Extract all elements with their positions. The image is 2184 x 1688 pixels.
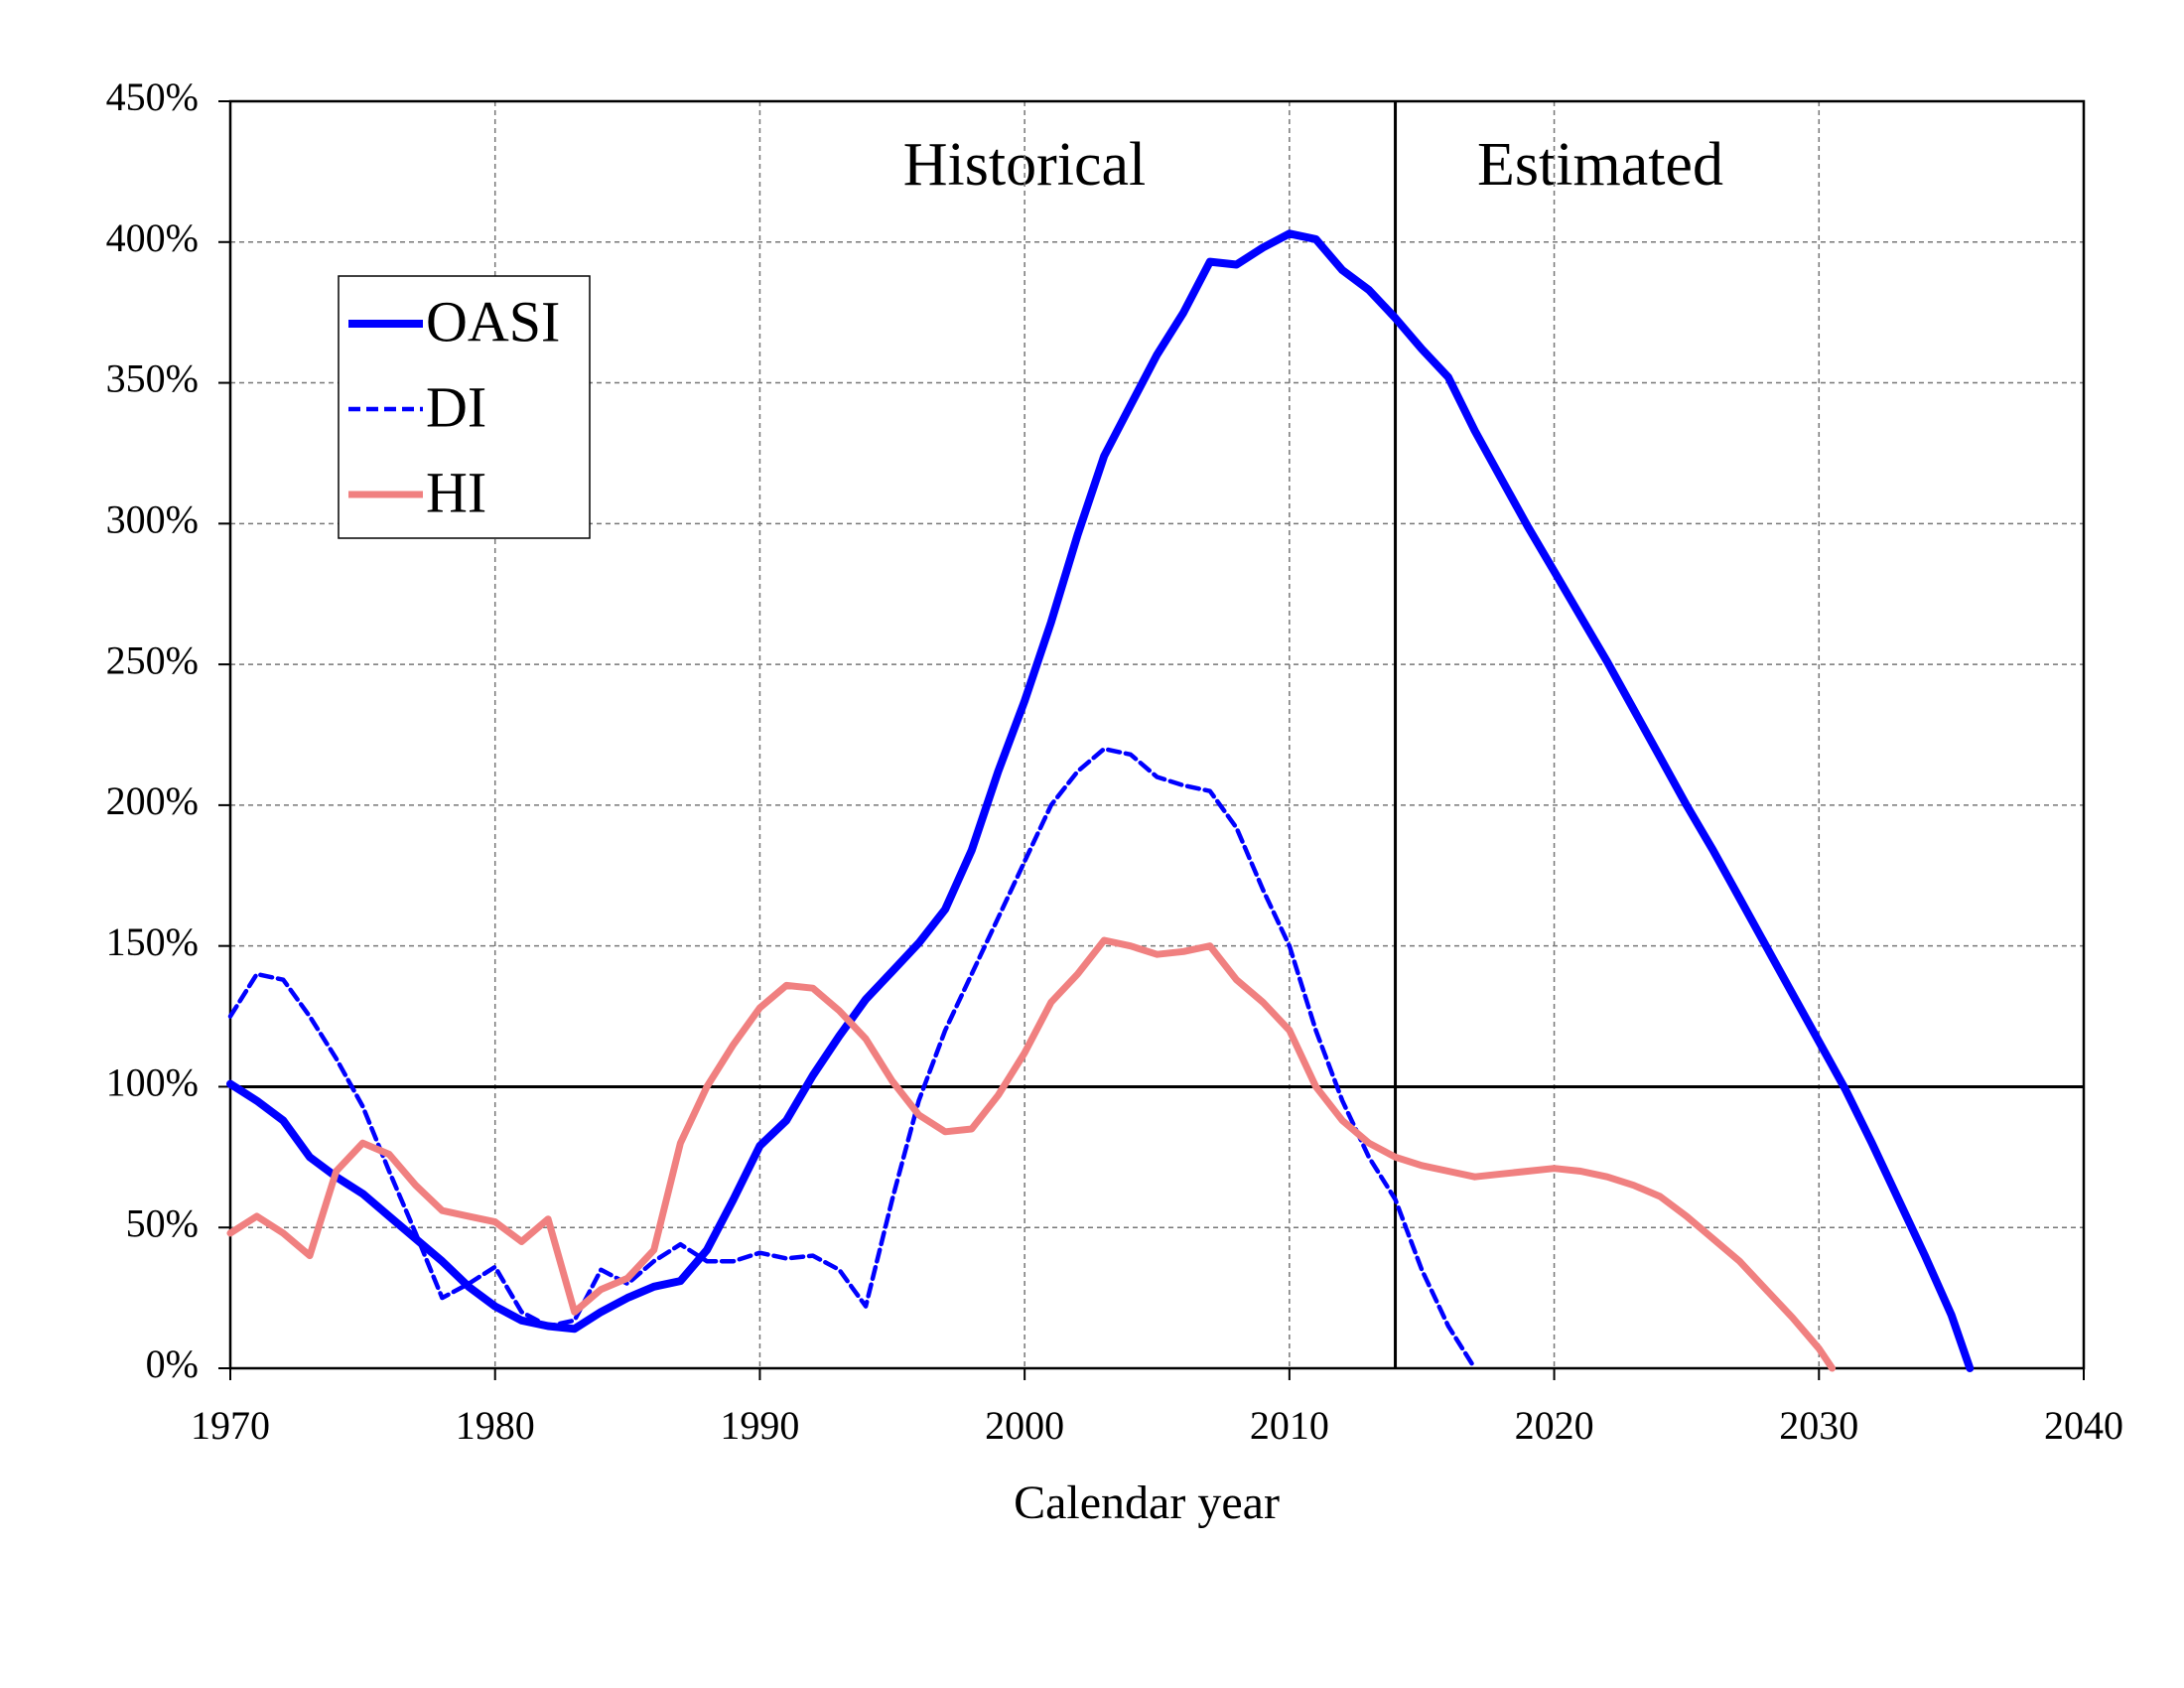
y-tick-label: 250% — [106, 637, 199, 682]
y-tick-label: 50% — [126, 1200, 199, 1245]
x-tick-label: 2030 — [1779, 1403, 1858, 1448]
x-tick-label: 2000 — [985, 1403, 1064, 1448]
series-line — [226, 936, 1837, 1372]
y-tick-label: 350% — [106, 356, 199, 401]
legend-label: DI — [426, 374, 486, 439]
y-tick-label: 200% — [106, 778, 199, 823]
legend-label: HI — [426, 460, 486, 524]
x-axis-title: Calendar year — [1014, 1477, 1280, 1529]
y-tick-label: 0% — [146, 1341, 199, 1386]
series-line — [227, 746, 1477, 1371]
x-tick-label: 1990 — [720, 1403, 799, 1448]
x-tick-label: 1980 — [456, 1403, 535, 1448]
y-tick-label: 400% — [106, 215, 199, 260]
x-tick-label: 2040 — [2044, 1403, 2123, 1448]
plot-frame — [228, 99, 2086, 1370]
x-tick-label: 1970 — [191, 1403, 270, 1448]
x-tick-label: 2010 — [1250, 1403, 1329, 1448]
y-tick-label: 450% — [106, 74, 199, 119]
annotation: Estimated — [1477, 131, 1723, 199]
y-tick-label: 300% — [106, 497, 199, 542]
legend-label: OASI — [426, 289, 560, 353]
y-tick-label: 100% — [106, 1060, 199, 1105]
series-line — [226, 229, 1975, 1372]
y-tick-label: 150% — [106, 919, 199, 964]
x-tick-label: 2020 — [1515, 1403, 1594, 1448]
